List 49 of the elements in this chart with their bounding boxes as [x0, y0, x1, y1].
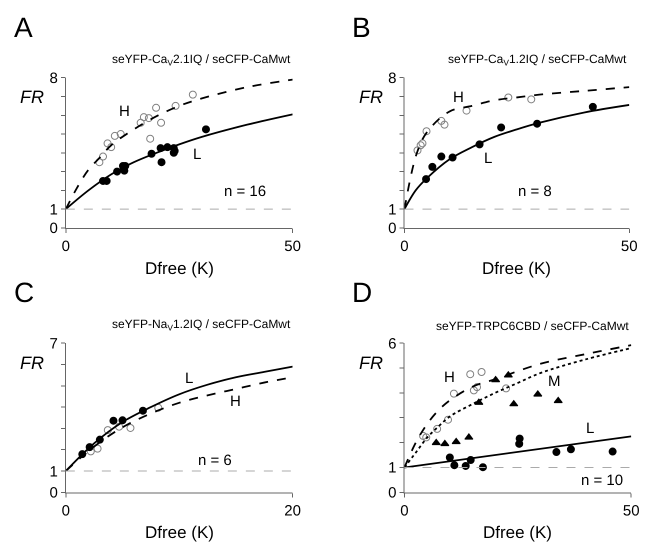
y-tick-label: 7 — [49, 335, 58, 352]
y-tick-label: 1 — [388, 201, 396, 218]
x-axis-title: Dfree (K) — [145, 259, 214, 278]
y-tick-label: 0 — [388, 220, 396, 238]
annotation: H — [119, 103, 130, 120]
chart-title: A — [14, 12, 33, 43]
annotation: L — [586, 420, 594, 437]
annotation: n = 16 — [224, 183, 266, 200]
annotation: M — [548, 373, 560, 390]
y-tick-label: 1 — [49, 463, 58, 480]
y-axis-title: FR — [20, 87, 44, 107]
x-tick-label: 50 — [622, 502, 640, 520]
x-tick-label: 50 — [620, 238, 638, 255]
chart-subtitle: seYFP-Ca$_{V}$2.1IQ / seCFP-CaMwt — [112, 52, 291, 68]
y-tick-label: 8 — [388, 70, 396, 87]
x-tick-label: 0 — [400, 502, 409, 520]
y-tick-label: 0 — [388, 484, 396, 502]
chart-subtitle: seYFP-Na$_{V}$1.2IQ / seCFP-CaMwt — [112, 317, 291, 333]
annotation: H — [444, 369, 455, 386]
y-axis-title: FR — [359, 353, 383, 373]
annotation: n = 10 — [581, 472, 624, 489]
annotation: H — [230, 393, 241, 410]
annotation: H — [453, 89, 464, 106]
annotation: L — [193, 146, 202, 163]
chart-subtitle: seYFP-TRPC6CBD / seCFP-CaMwt — [436, 319, 630, 333]
y-tick-label: 8 — [49, 70, 58, 87]
y-tick-label: 1 — [388, 460, 396, 477]
y-axis-title: FR — [359, 87, 383, 107]
chart-title: B — [352, 12, 371, 43]
x-tick-label: 0 — [62, 238, 70, 255]
x-tick-label: 0 — [400, 238, 409, 255]
x-axis-title: Dfree (K) — [482, 259, 551, 278]
y-tick-label: 1 — [49, 201, 58, 218]
y-tick-label: 0 — [49, 484, 58, 502]
chart-title: D — [352, 277, 372, 308]
annotation: n = 6 — [198, 452, 232, 469]
annotation: L — [185, 370, 194, 387]
x-axis-title: Dfree (K) — [145, 523, 214, 542]
y-tick-label: 0 — [49, 220, 58, 238]
chart-title: C — [14, 277, 34, 308]
annotation: L — [484, 150, 492, 167]
y-tick-label: 6 — [388, 335, 396, 352]
x-tick-label: 50 — [284, 238, 301, 255]
x-axis-title: Dfree (K) — [483, 523, 552, 542]
y-axis-title: FR — [20, 353, 44, 373]
annotation: n = 8 — [518, 183, 552, 200]
chart-subtitle: seYFP-Ca$_{V}$1.2IQ / seCFP-CaMwt — [448, 52, 627, 68]
x-tick-label: 0 — [62, 502, 70, 520]
x-tick-label: 20 — [284, 502, 301, 520]
